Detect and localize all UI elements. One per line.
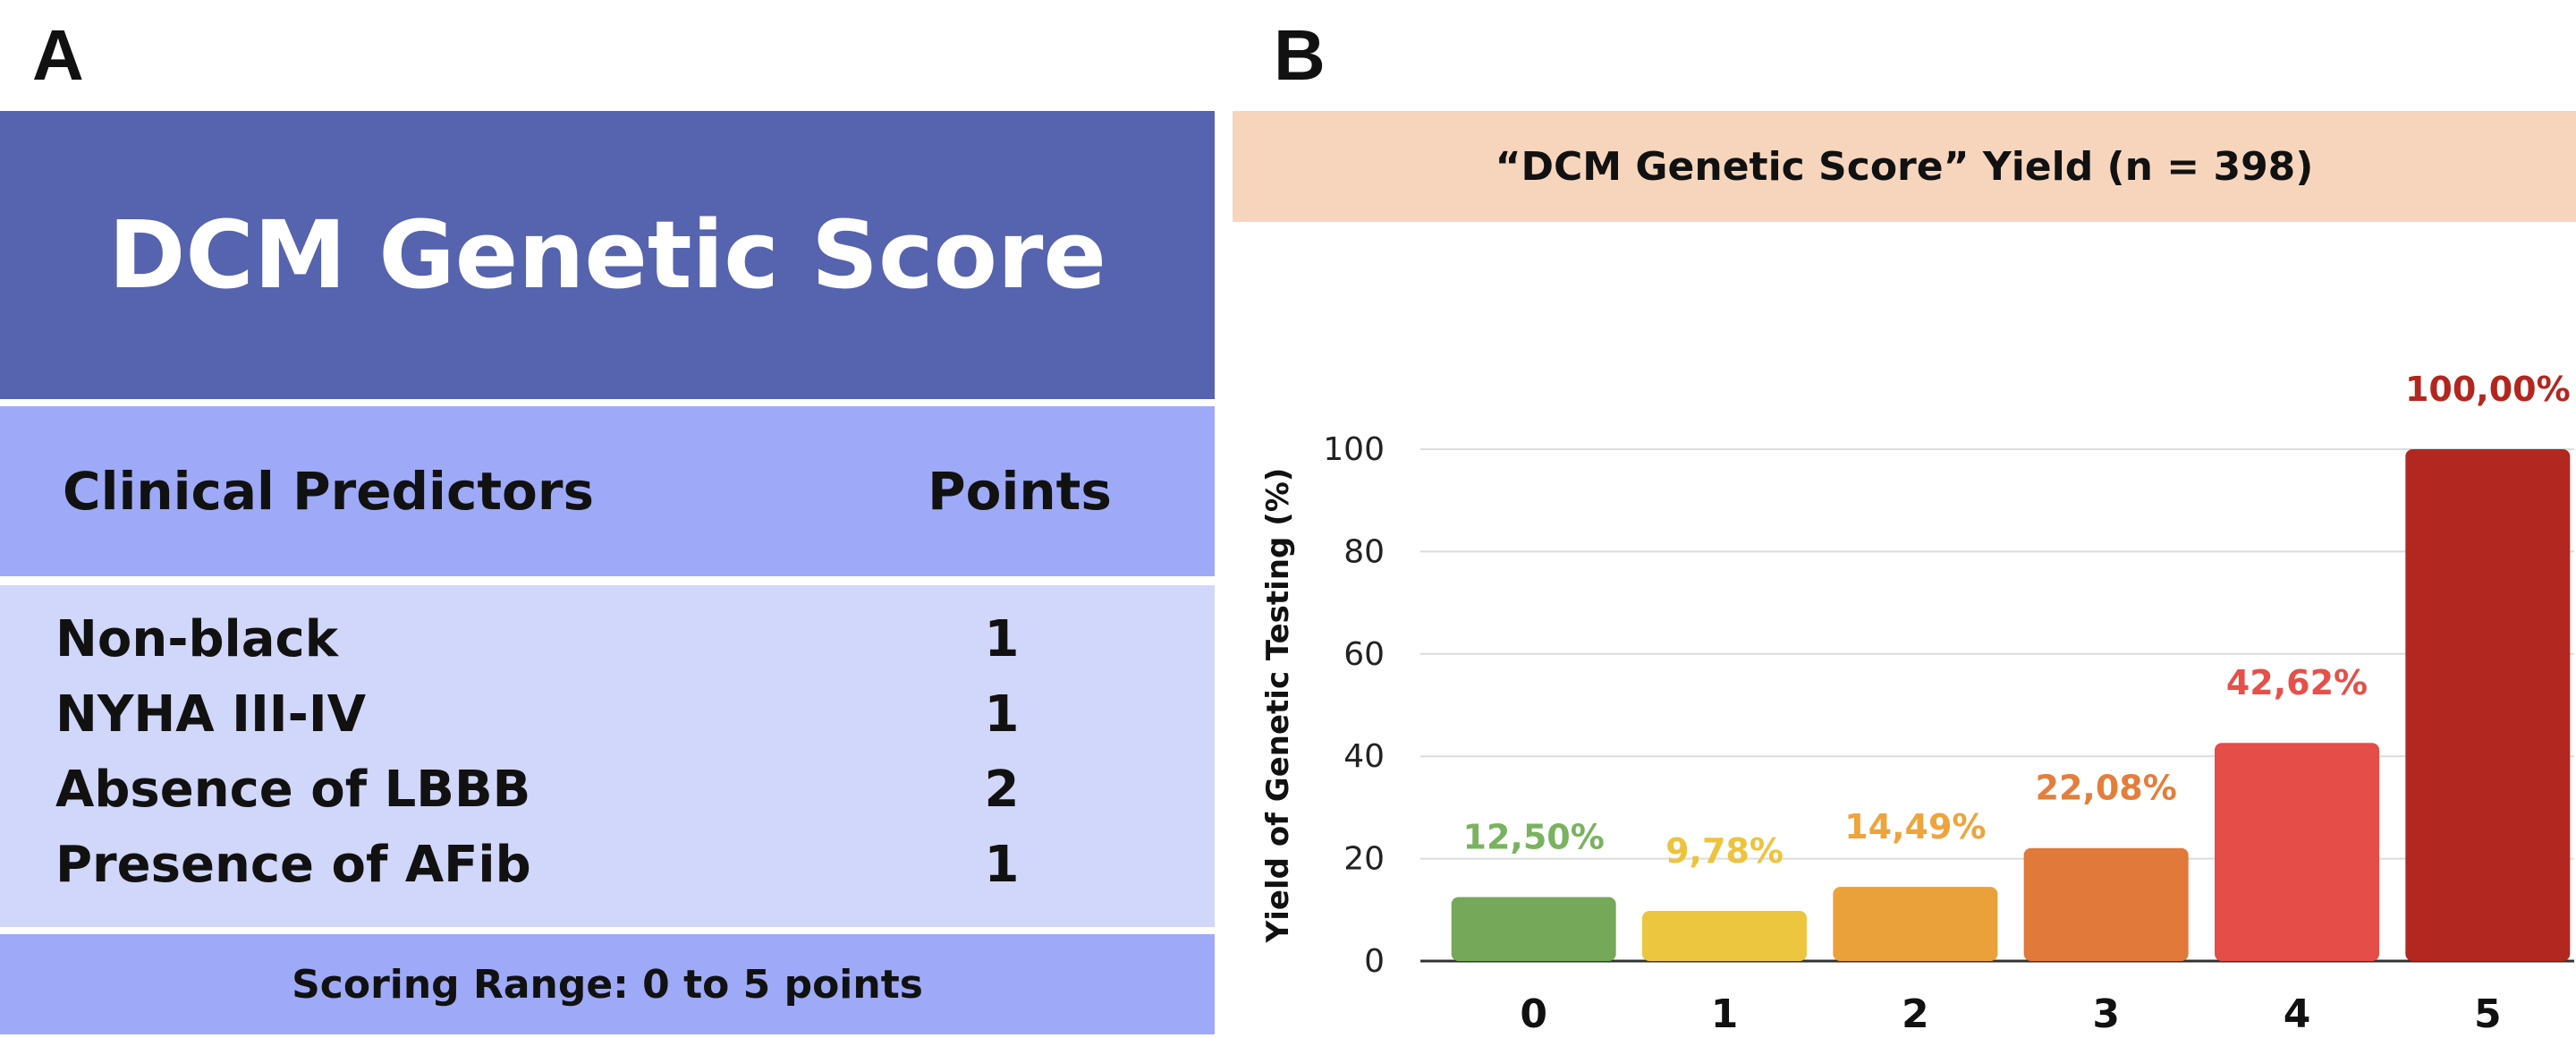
bar [1642,911,1807,961]
y-axis-label: Yield of Genetic Testing (%) [1260,468,1296,944]
x-tick-label: 3 [2092,991,2120,1037]
panel-a-letter: A [32,15,84,95]
data-label: 42,62% [2226,663,2368,702]
predictor-points: 1 [984,610,1020,668]
data-label: 22,08% [2036,769,2177,808]
x-tick-label: 4 [2284,991,2311,1037]
data-label: 100,00% [2405,370,2571,409]
predictor-label: Non-black [55,610,338,668]
x-tick-label: 2 [1902,991,1929,1037]
bar [2215,743,2379,961]
predictor-points: 2 [984,761,1020,819]
bar [1451,897,1616,961]
panel-b-letter: B [1274,15,1326,95]
y-tick-label: 100 [1323,431,1385,468]
predictor-points: 1 [984,685,1020,744]
header-clinical-predictors: Clinical Predictors [63,461,595,522]
score-table-title: DCM Genetic Score [0,111,1215,399]
header-points: Points [928,461,1112,522]
y-tick-label: 20 [1343,841,1385,878]
predictor-label: Presence of AFib [55,836,531,894]
score-table: DCM Genetic Score Clinical Predictors Po… [0,111,1215,1034]
table-row: NYHA III-IV 1 [0,685,1215,761]
table-row: Absence of LBBB 2 [0,761,1215,836]
score-table-header: Clinical Predictors Points [0,406,1215,576]
bar [2405,449,2571,961]
y-tick-label: 80 [1343,533,1385,570]
x-tick-label: 0 [1520,991,1547,1037]
scoring-range-footer: Scoring Range: 0 to 5 points [0,934,1215,1034]
data-label: 9,78% [1665,831,1784,871]
y-tick-label: 40 [1343,738,1385,775]
predictor-label: NYHA III-IV [55,685,367,744]
x-tick-label: 5 [2474,991,2502,1037]
bar [2023,847,2189,961]
data-label: 14,49% [1844,807,1986,847]
x-tick-label: 1 [1711,991,1739,1037]
predictor-points: 1 [984,836,1020,894]
table-row: Presence of AFib 1 [0,836,1215,911]
y-tick-label: 60 [1343,636,1385,673]
chart-title: “DCM Genetic Score” Yield (n = 398) [1233,111,2576,222]
score-table-body: Non-black 1 NYHA III-IV 1 Absence of LBB… [0,585,1215,927]
y-tick-label: 0 [1364,943,1385,980]
yield-chart-panel: “DCM Genetic Score” Yield (n = 398) 0 20 4… [1233,111,2576,1038]
predictor-label: Absence of LBBB [55,761,531,819]
bar [1833,887,1998,961]
table-row: Non-black 1 [0,610,1215,685]
data-label: 12,50% [1463,818,1605,857]
